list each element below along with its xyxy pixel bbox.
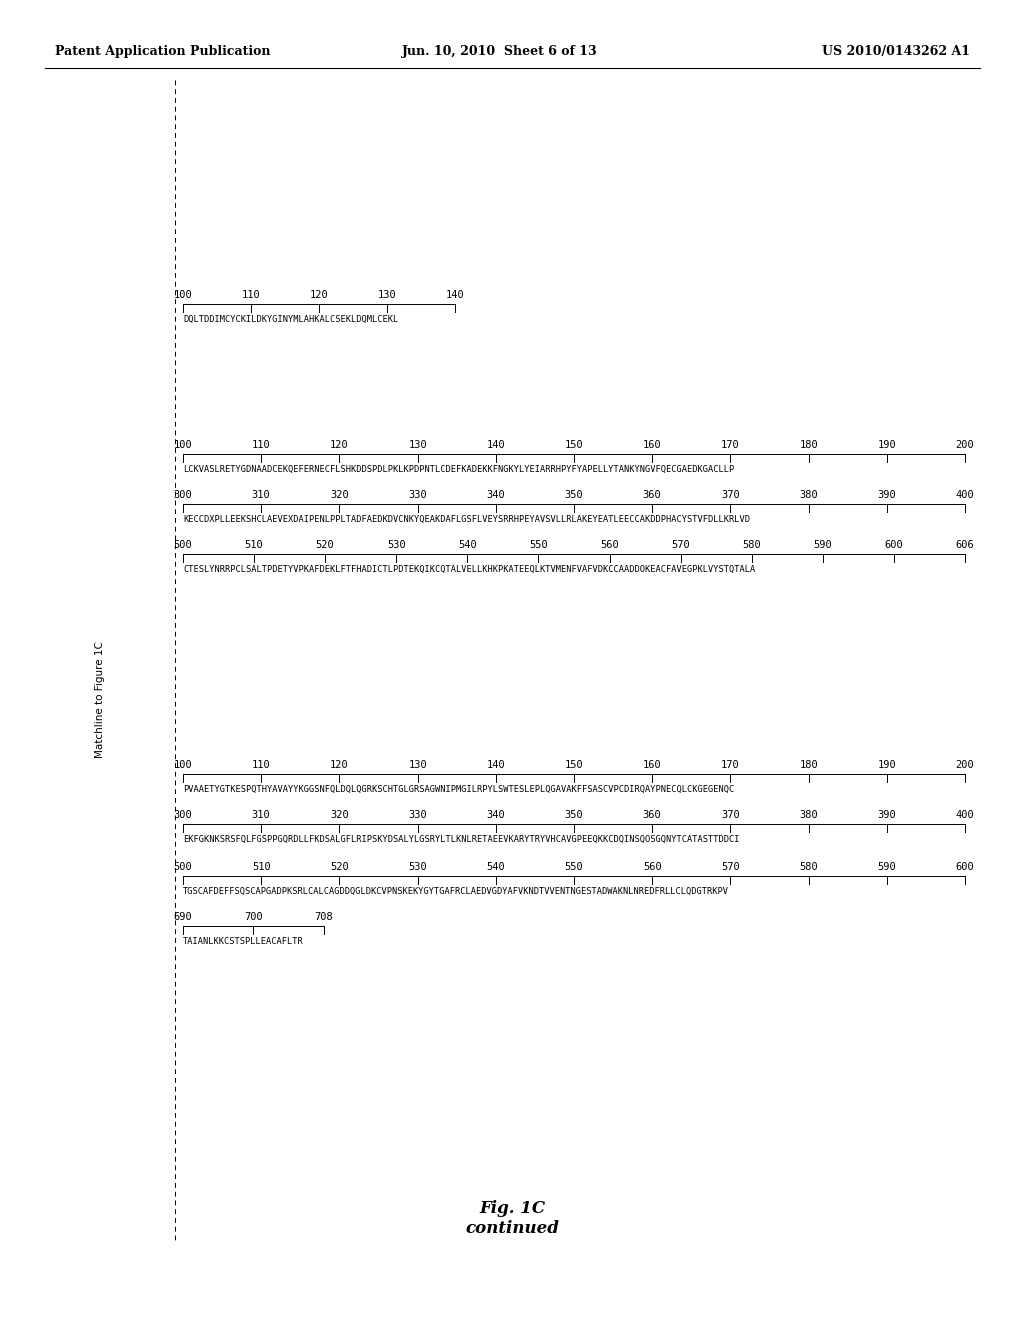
Text: 120: 120	[330, 440, 349, 450]
Text: 170: 170	[721, 760, 739, 770]
Text: US 2010/0143262 A1: US 2010/0143262 A1	[822, 45, 970, 58]
Text: 100: 100	[174, 440, 193, 450]
Text: 150: 150	[564, 760, 584, 770]
Text: 590: 590	[878, 862, 896, 873]
Text: 190: 190	[878, 440, 896, 450]
Text: 540: 540	[486, 862, 505, 873]
Text: 340: 340	[486, 490, 505, 500]
Text: CTESLYNRRPCLSALTPDETYVPKAFDEKLFTFHADICTLPDTEKQIKCQTALVELLKHKPKATEEQLKTVMENFVAFVD: CTESLYNRRPCLSALTPDETYVPKAFDEKLFTFHADICTL…	[183, 565, 756, 574]
Text: 160: 160	[643, 760, 662, 770]
Text: 320: 320	[330, 810, 349, 820]
Text: Jun. 10, 2010  Sheet 6 of 13: Jun. 10, 2010 Sheet 6 of 13	[402, 45, 598, 58]
Text: 520: 520	[315, 540, 335, 550]
Text: 140: 140	[486, 760, 505, 770]
Text: PVAAETYGTKESPQTHYAVAYYKGGSNFQLDQLQGRKSCHTGLGRSAGWNIPMGILRPYLSWTESLEPLQGAVAKFFSAS: PVAAETYGTKESPQTHYAVAYYKGGSNFQLDQLQGRKSCH…	[183, 785, 734, 795]
Text: 360: 360	[643, 490, 662, 500]
Text: 310: 310	[252, 490, 270, 500]
Text: 400: 400	[955, 810, 975, 820]
Text: 600: 600	[955, 862, 975, 873]
Text: 190: 190	[878, 760, 896, 770]
Text: 350: 350	[564, 810, 584, 820]
Text: 370: 370	[721, 490, 739, 500]
Text: 360: 360	[643, 810, 662, 820]
Text: DQLTDDIMCYCKILDKYGINYMLAHKALCSEKLDQMLCEKL: DQLTDDIMCYCKILDKYGINYMLAHKALCSEKLDQMLCEK…	[183, 315, 398, 323]
Text: 200: 200	[955, 440, 975, 450]
Text: Fig. 1C: Fig. 1C	[479, 1200, 545, 1217]
Text: 530: 530	[387, 540, 406, 550]
Text: 500: 500	[174, 862, 193, 873]
Text: 510: 510	[245, 540, 263, 550]
Text: 130: 130	[409, 760, 427, 770]
Text: 310: 310	[252, 810, 270, 820]
Text: 590: 590	[813, 540, 833, 550]
Text: 380: 380	[799, 490, 818, 500]
Text: 600: 600	[885, 540, 903, 550]
Text: 390: 390	[878, 810, 896, 820]
Text: 690: 690	[174, 912, 193, 921]
Text: 380: 380	[799, 810, 818, 820]
Text: 120: 120	[309, 290, 329, 300]
Text: 300: 300	[174, 490, 193, 500]
Text: TAIANLKKCSTSPLLEACAFLTR: TAIANLKKCSTSPLLEACAFLTR	[183, 937, 304, 946]
Text: 330: 330	[409, 490, 427, 500]
Text: 130: 130	[409, 440, 427, 450]
Text: 370: 370	[721, 810, 739, 820]
Text: 140: 140	[445, 290, 464, 300]
Text: 180: 180	[799, 440, 818, 450]
Text: 110: 110	[252, 760, 270, 770]
Text: TGSCAFDEFFSQSCAPGADPKSRLCALCAGDDQGLDKCVPNSKEKYGYTGAFRCLAEDVGDYAFVKNDTVVENTNGESTA: TGSCAFDEFFSQSCAPGADPKSRLCALCAGDDQGLDKCVP…	[183, 887, 729, 896]
Text: 100: 100	[174, 290, 193, 300]
Text: EKFGKNKSRSFQLFGSPPGQRDLLFKDSALGFLRIPSKYDSALYLGSRYLTLKNLRETAEEVKARYTRYVHCAVGPEEQK: EKFGKNKSRSFQLFGSPPGQRDLLFKDSALGFLRIPSKYD…	[183, 836, 739, 843]
Text: 530: 530	[409, 862, 427, 873]
Text: 560: 560	[600, 540, 618, 550]
Text: 570: 570	[672, 540, 690, 550]
Text: 200: 200	[955, 760, 975, 770]
Text: 540: 540	[458, 540, 477, 550]
Text: 390: 390	[878, 490, 896, 500]
Text: 100: 100	[174, 760, 193, 770]
Text: 180: 180	[799, 760, 818, 770]
Text: 700: 700	[244, 912, 263, 921]
Text: 400: 400	[955, 490, 975, 500]
Text: 520: 520	[330, 862, 349, 873]
Text: 580: 580	[742, 540, 761, 550]
Text: 110: 110	[252, 440, 270, 450]
Text: 708: 708	[314, 912, 333, 921]
Text: 320: 320	[330, 490, 349, 500]
Text: 570: 570	[721, 862, 739, 873]
Text: 500: 500	[174, 540, 193, 550]
Text: 606: 606	[955, 540, 975, 550]
Text: LCKVASLRETYGDNAADCEKQEFERNECFLSHKDDSPDLPKLKPDPNTLCDEFKADEKKFNGKYLYEIARRHPYFYAPEL: LCKVASLRETYGDNAADCEKQEFERNECFLSHKDDSPDLP…	[183, 465, 734, 474]
Text: 110: 110	[242, 290, 260, 300]
Text: continued: continued	[465, 1220, 559, 1237]
Text: 130: 130	[378, 290, 396, 300]
Text: KECCDXPLLEEKSHCLAEVEXDAIPENLPPLTADFAEDKDVCNKYQEAKDAFLGSFLVEYSRRHPEYAVSVLLRLAKEYE: KECCDXPLLEEKSHCLAEVEXDAIPENLPPLTADFAEDKD…	[183, 515, 750, 524]
Text: 120: 120	[330, 760, 349, 770]
Text: Patent Application Publication: Patent Application Publication	[55, 45, 270, 58]
Text: 550: 550	[564, 862, 584, 873]
Text: 330: 330	[409, 810, 427, 820]
Text: 560: 560	[643, 862, 662, 873]
Text: 510: 510	[252, 862, 270, 873]
Text: 300: 300	[174, 810, 193, 820]
Text: 140: 140	[486, 440, 505, 450]
Text: Matchline to Figure 1C: Matchline to Figure 1C	[95, 642, 105, 759]
Text: 350: 350	[564, 490, 584, 500]
Text: 340: 340	[486, 810, 505, 820]
Text: 170: 170	[721, 440, 739, 450]
Text: 150: 150	[564, 440, 584, 450]
Text: 160: 160	[643, 440, 662, 450]
Text: 580: 580	[799, 862, 818, 873]
Text: 550: 550	[529, 540, 548, 550]
